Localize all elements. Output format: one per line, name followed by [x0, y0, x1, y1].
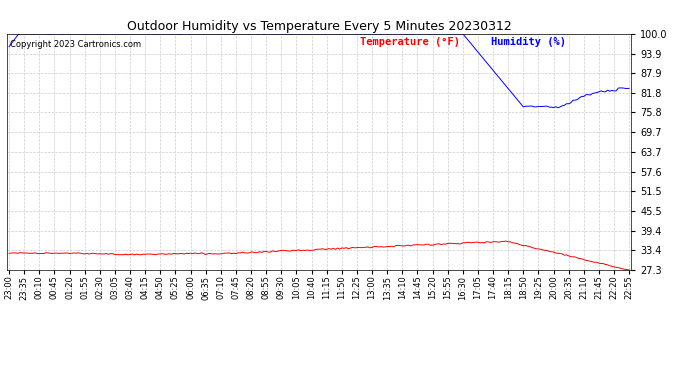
Title: Outdoor Humidity vs Temperature Every 5 Minutes 20230312: Outdoor Humidity vs Temperature Every 5 … [127, 20, 511, 33]
Text: Humidity (%): Humidity (%) [491, 37, 566, 47]
Text: Copyright 2023 Cartronics.com: Copyright 2023 Cartronics.com [10, 40, 141, 49]
Text: Temperature (°F): Temperature (°F) [359, 37, 460, 47]
